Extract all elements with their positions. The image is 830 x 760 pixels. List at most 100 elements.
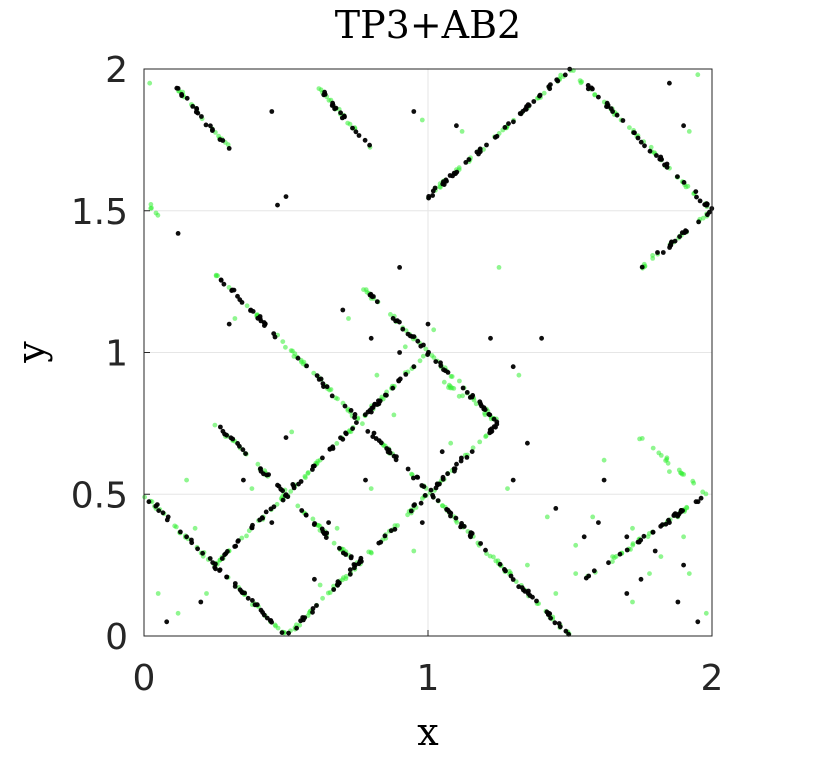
data-point <box>354 420 359 425</box>
y-tick-label: 1 <box>105 334 128 375</box>
data-point <box>698 495 704 501</box>
data-point <box>275 202 280 208</box>
data-point <box>474 149 480 155</box>
data-point <box>362 137 368 143</box>
data-point <box>378 440 384 446</box>
data-point <box>237 443 242 449</box>
data-point <box>299 359 304 365</box>
data-point <box>590 86 595 92</box>
data-point <box>675 174 680 180</box>
data-point <box>502 125 508 130</box>
data-point <box>305 470 311 475</box>
data-point <box>357 559 363 565</box>
data-point <box>298 618 303 624</box>
data-point <box>262 321 268 327</box>
data-point <box>280 497 286 503</box>
data-point <box>334 525 340 531</box>
data-point <box>641 533 647 539</box>
data-point <box>198 599 204 605</box>
data-point <box>479 403 484 409</box>
data-point <box>638 576 644 582</box>
data-point <box>279 630 285 635</box>
data-point <box>249 486 255 491</box>
data-point <box>390 385 396 391</box>
data-point <box>411 364 417 370</box>
data-point <box>190 104 196 109</box>
data-point <box>365 429 371 434</box>
data-point <box>295 355 301 361</box>
data-point <box>669 240 674 246</box>
data-point <box>346 316 351 321</box>
data-point <box>557 624 563 630</box>
data-point <box>624 591 630 596</box>
data-point <box>658 453 664 458</box>
data-point <box>295 503 301 509</box>
data-point <box>491 424 497 429</box>
data-point <box>419 520 425 525</box>
data-point <box>658 523 664 529</box>
data-point <box>639 264 645 270</box>
data-point <box>652 548 658 554</box>
data-point <box>314 603 319 608</box>
data-point <box>275 482 280 488</box>
data-point <box>235 293 240 299</box>
data-point <box>318 87 324 93</box>
data-point <box>526 588 531 594</box>
data-point <box>379 394 385 400</box>
data-point <box>314 373 320 378</box>
data-point <box>620 118 626 123</box>
data-point <box>506 121 511 126</box>
data-point <box>596 520 601 525</box>
data-point <box>352 412 358 417</box>
data-point <box>648 144 654 150</box>
data-point <box>522 107 528 112</box>
data-point <box>411 109 417 114</box>
data-point <box>371 430 377 436</box>
data-point <box>487 553 493 559</box>
data-point <box>320 381 326 386</box>
data-point <box>250 598 255 603</box>
data-point <box>477 399 483 405</box>
x-tick-label: 0 <box>133 658 156 699</box>
data-point <box>388 312 393 317</box>
data-point <box>226 146 232 151</box>
data-point <box>148 202 154 207</box>
data-point <box>411 334 417 339</box>
data-point <box>425 321 431 327</box>
data-point <box>285 494 291 500</box>
data-point <box>642 143 647 149</box>
data-point <box>553 506 559 511</box>
data-point <box>200 550 206 556</box>
data-point <box>586 573 592 579</box>
data-point <box>518 111 524 117</box>
data-point <box>363 477 368 483</box>
data-point <box>304 363 309 369</box>
data-point <box>448 440 454 446</box>
data-point <box>291 354 297 359</box>
data-point <box>483 547 488 553</box>
data-point <box>439 449 445 455</box>
data-point <box>257 316 263 322</box>
data-point <box>403 372 409 377</box>
data-point <box>502 567 507 572</box>
data-point <box>243 451 249 456</box>
data-point <box>697 198 703 204</box>
data-point <box>419 117 425 123</box>
data-point <box>164 619 170 625</box>
data-point <box>411 475 416 481</box>
data-point <box>320 455 325 461</box>
data-point <box>302 474 308 479</box>
data-point <box>488 429 494 435</box>
data-point <box>421 342 426 348</box>
data-point <box>667 80 672 86</box>
data-point <box>386 447 392 453</box>
data-point <box>374 402 380 407</box>
data-point <box>368 409 374 415</box>
data-point <box>248 308 253 313</box>
data-point <box>650 253 655 258</box>
data-point <box>155 212 161 218</box>
data-point <box>340 550 346 556</box>
data-point <box>321 531 327 537</box>
data-point <box>232 316 238 321</box>
data-point <box>534 598 539 604</box>
